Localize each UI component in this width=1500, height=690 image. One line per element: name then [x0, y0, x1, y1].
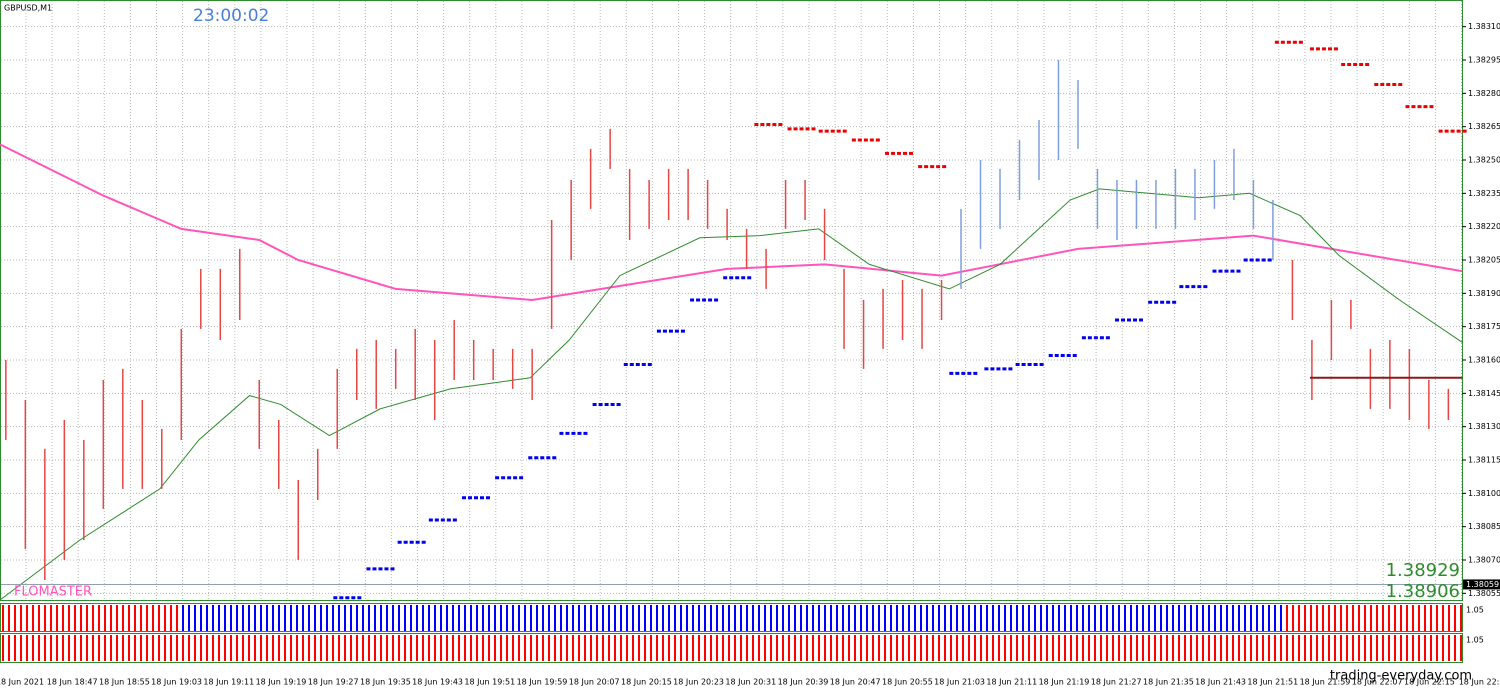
y-tick-label: 1.38175: [1468, 322, 1500, 331]
y-tick-label: 1.38265: [1468, 122, 1500, 131]
y-tick-label: 1.38100: [1468, 489, 1500, 498]
symbol-label: GBPUSD,M1: [4, 4, 52, 13]
x-tick-label: 18 Jun 19:03: [151, 678, 202, 687]
x-tick-label: 18 Jun 20:39: [778, 678, 829, 687]
moving-average: [0, 143, 1463, 302]
y-tick-label: 1.38085: [1468, 522, 1500, 531]
x-tick-label: 18 Jun 21:27: [1091, 678, 1142, 687]
y-tick-label: 1.38205: [1468, 256, 1500, 265]
x-tick-label: 18 Jun 21:35: [1143, 678, 1194, 687]
x-tick-label: 18 Jun 20:31: [725, 678, 776, 687]
x-tick-label: 18 Jun 21:03: [934, 678, 985, 687]
x-tick-label: 18 Jun 19:59: [517, 678, 568, 687]
panel-frame: [0, 633, 1463, 663]
y-tick-label: 1.38295: [1468, 56, 1500, 65]
watermark: trading-everyday.com: [1330, 669, 1472, 684]
x-tick-label: 18 Jun 20:55: [882, 678, 933, 687]
y-tick-label: 1.38250: [1468, 156, 1500, 165]
y-tick-label: 1.38160: [1468, 356, 1500, 365]
y-tick-label: 1.38280: [1468, 89, 1500, 98]
x-tick-label: 18 Jun 21:51: [1247, 678, 1298, 687]
indicator-histogram: [2, 635, 1462, 661]
x-tick-label: 18 Jun 21:59: [1300, 678, 1351, 687]
x-tick-label: 18 Jun 19:51: [464, 678, 515, 687]
x-tick-label: 18 Jun 20:47: [830, 678, 881, 687]
y-tick-label: 1.38220: [1468, 222, 1500, 231]
x-tick-label: 18 Jun 19:43: [412, 678, 463, 687]
y-tick-label: 1.38115: [1468, 456, 1500, 465]
panel-label: 1.05: [1466, 606, 1484, 615]
x-tick-label: 18 Jun 2021: [0, 678, 44, 687]
current-price-box: [1463, 579, 1500, 590]
x-tick-label: 18 Jun 20:07: [569, 678, 620, 687]
price-note: 1.38906: [1386, 581, 1460, 602]
marks: [0, 40, 1468, 661]
price-note: 1.38929: [1386, 560, 1460, 581]
y-tick-label: 1.38070: [1468, 556, 1500, 565]
y-tick-label: 1.38145: [1468, 389, 1500, 398]
x-tick-label: 18 Jun 19:35: [360, 678, 411, 687]
x-tick-label: 18 Jun 19:11: [203, 678, 254, 687]
y-tick-label: 1.38055: [1468, 589, 1500, 598]
x-tick-label: 18 Jun 18:47: [47, 678, 98, 687]
x-tick-label: 18 Jun 19:19: [256, 678, 307, 687]
panel-label: 1.05: [1466, 636, 1484, 645]
x-tick-label: 18 Jun 22:2: [1459, 678, 1500, 687]
x-tick-label: 18 Jun 20:23: [673, 678, 724, 687]
grid: [1, 1, 1462, 600]
x-tick-label: 18 Jun 22:07: [1352, 678, 1403, 687]
clock: 23:00:02: [193, 6, 269, 26]
y-tick-label: 1.38310: [1468, 22, 1500, 31]
x-tick-label: 18 Jun 21:11: [986, 678, 1037, 687]
moving-average: [0, 188, 1463, 601]
watermark-bg: [1340, 664, 1462, 688]
current-price-label: 1.38059: [1466, 580, 1499, 589]
x-tick-label: 18 Jun 18:55: [99, 678, 150, 687]
x-tick-label: 18 Jun 19:27: [308, 678, 359, 687]
indicator-histogram: [1286, 605, 1462, 631]
x-tick-label: 18 Jun 20:15: [621, 678, 672, 687]
main-frame: [0, 0, 1463, 601]
x-tick-label: 18 Jun 21:19: [1039, 678, 1090, 687]
y-tick-label: 1.38130: [1468, 422, 1500, 431]
y-tick-label: 1.38235: [1468, 189, 1500, 198]
x-tick-label: 18 Jun 21:43: [1195, 678, 1246, 687]
y-tick-label: 1.38190: [1468, 289, 1500, 298]
indicator-histogram: [2, 605, 178, 631]
indicator-name: FLOMASTER: [14, 585, 92, 600]
indicator-histogram: [182, 605, 1282, 631]
panel-frame: [0, 603, 1463, 632]
x-tick-label: 18 Jun 22:15: [1404, 678, 1455, 687]
